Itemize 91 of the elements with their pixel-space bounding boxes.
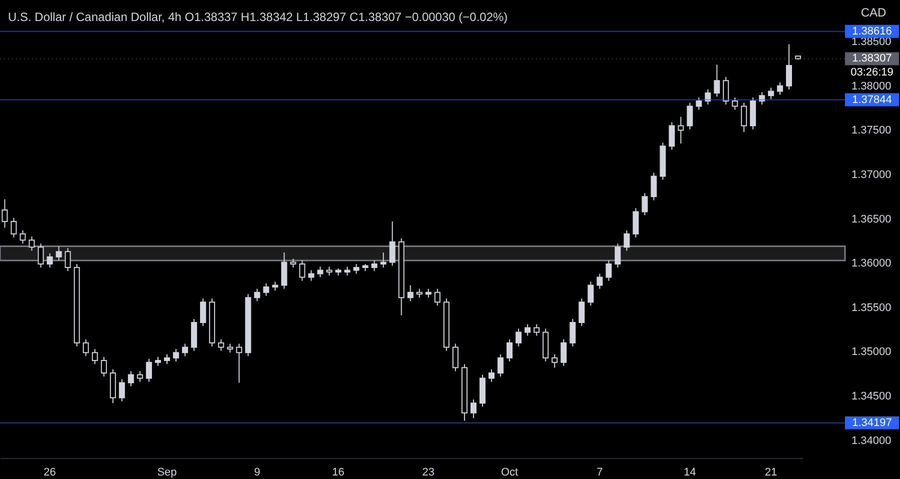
- candlestick: [200, 298, 206, 327]
- candlestick: [570, 318, 576, 347]
- y-tick-label: 1.37000: [852, 169, 892, 182]
- x-tick-label: Oct: [500, 466, 518, 478]
- candlestick: [263, 282, 270, 296]
- candlestick: [254, 288, 260, 302]
- candlestick: [786, 44, 792, 90]
- candlestick: [371, 260, 378, 272]
- candlestick: [146, 358, 152, 382]
- candlestick: [740, 102, 747, 132]
- text: U.S. Dollar / Canadian Dollar, 4h O1.38337 H1.38342 L1.38297 C1.38307 −0.00030 (−0.02%): [8, 10, 508, 24]
- candlestick: [10, 217, 17, 238]
- candlestick: [56, 246, 62, 261]
- candlestick: [164, 354, 170, 365]
- candlestick: [758, 92, 765, 106]
- x-tick-label: 9: [254, 466, 260, 478]
- candlestick: [182, 343, 188, 357]
- ref-line-label: 1.38307: [852, 52, 892, 65]
- x-tick-label: 26: [44, 466, 56, 478]
- candlestick: [696, 96, 702, 110]
- candlestick: [434, 288, 440, 306]
- y-tick-label: 1.37500: [852, 124, 892, 137]
- candlestick: [614, 243, 621, 268]
- y-tick-label: 1.35000: [852, 346, 892, 358]
- candlestick: [606, 260, 612, 282]
- candlestick: [380, 252, 386, 268]
- x-tick-label: 23: [422, 466, 435, 478]
- y-tick-label: 1.34500: [852, 390, 892, 402]
- candlestick: [38, 243, 44, 268]
- candlestick: [704, 88, 711, 106]
- candlestick: [506, 338, 513, 362]
- candlestick: [407, 284, 414, 302]
- candlestick: [632, 208, 639, 238]
- y-tick-label: 1.34000: [852, 434, 892, 447]
- candlestick: [722, 76, 729, 106]
- candlestick: [173, 348, 180, 362]
- candlestick: [516, 328, 522, 347]
- candlestick: [498, 354, 504, 377]
- candlestick: [452, 343, 458, 372]
- candlestick: [20, 230, 26, 244]
- x-tick-label: 16: [332, 466, 344, 478]
- candlestick: [588, 281, 594, 306]
- y-tick-label: 1.36500: [852, 213, 892, 226]
- candlestick: [776, 82, 783, 96]
- candlestick: [552, 354, 558, 368]
- candlestick: [317, 266, 324, 278]
- candlestick: [488, 368, 495, 382]
- candlestick: [470, 399, 476, 419]
- text: 03:26:19: [850, 66, 894, 79]
- candlestick: [281, 252, 288, 290]
- y-axis-title: CAD: [860, 6, 886, 20]
- candlestick: [128, 370, 134, 387]
- candlestick: [92, 348, 98, 365]
- candlestick: [353, 263, 360, 274]
- candlestick: [82, 338, 89, 357]
- candlestick: [100, 356, 107, 377]
- ref-line-label: 1.38616: [852, 25, 892, 38]
- candlestick: [768, 87, 774, 100]
- y-tick-label: 1.36000: [852, 258, 892, 270]
- candlestick: [678, 116, 684, 144]
- candlestick: [686, 102, 693, 130]
- candlestick: [624, 230, 630, 252]
- candlestick: [46, 252, 53, 268]
- candlestick: [714, 64, 720, 98]
- candlestick: [299, 260, 306, 282]
- candlestick: [642, 192, 648, 216]
- candlestick: [218, 338, 224, 352]
- candlestick: [524, 324, 531, 336]
- candlestick: [560, 338, 567, 366]
- candlestick: [64, 248, 71, 272]
- candlestick: [534, 324, 540, 336]
- y-tick-label: 1.38000: [852, 80, 892, 92]
- candlestick: [650, 172, 657, 201]
- ref-line-label: 1.37844: [852, 94, 892, 106]
- candlestick: [136, 370, 143, 382]
- candlestick: [308, 270, 314, 282]
- y-tick-label: 1.35500: [852, 302, 892, 314]
- candlestick: [389, 220, 396, 266]
- ref-line-label: 1.34197: [852, 416, 892, 429]
- x-tick-label: Sep: [157, 466, 177, 478]
- candlestick: [596, 273, 603, 290]
- y-tick-label: 1.38500: [852, 36, 892, 48]
- candlestick: [236, 343, 242, 384]
- candlestick: [118, 378, 125, 402]
- candlestick: [28, 236, 35, 252]
- candlestick: [578, 298, 585, 327]
- x-tick-label: 14: [684, 466, 696, 478]
- candlestick: [668, 122, 675, 150]
- x-tick-label: 21: [764, 466, 778, 478]
- x-tick-label: 7: [596, 466, 603, 478]
- candlestick: [732, 96, 738, 110]
